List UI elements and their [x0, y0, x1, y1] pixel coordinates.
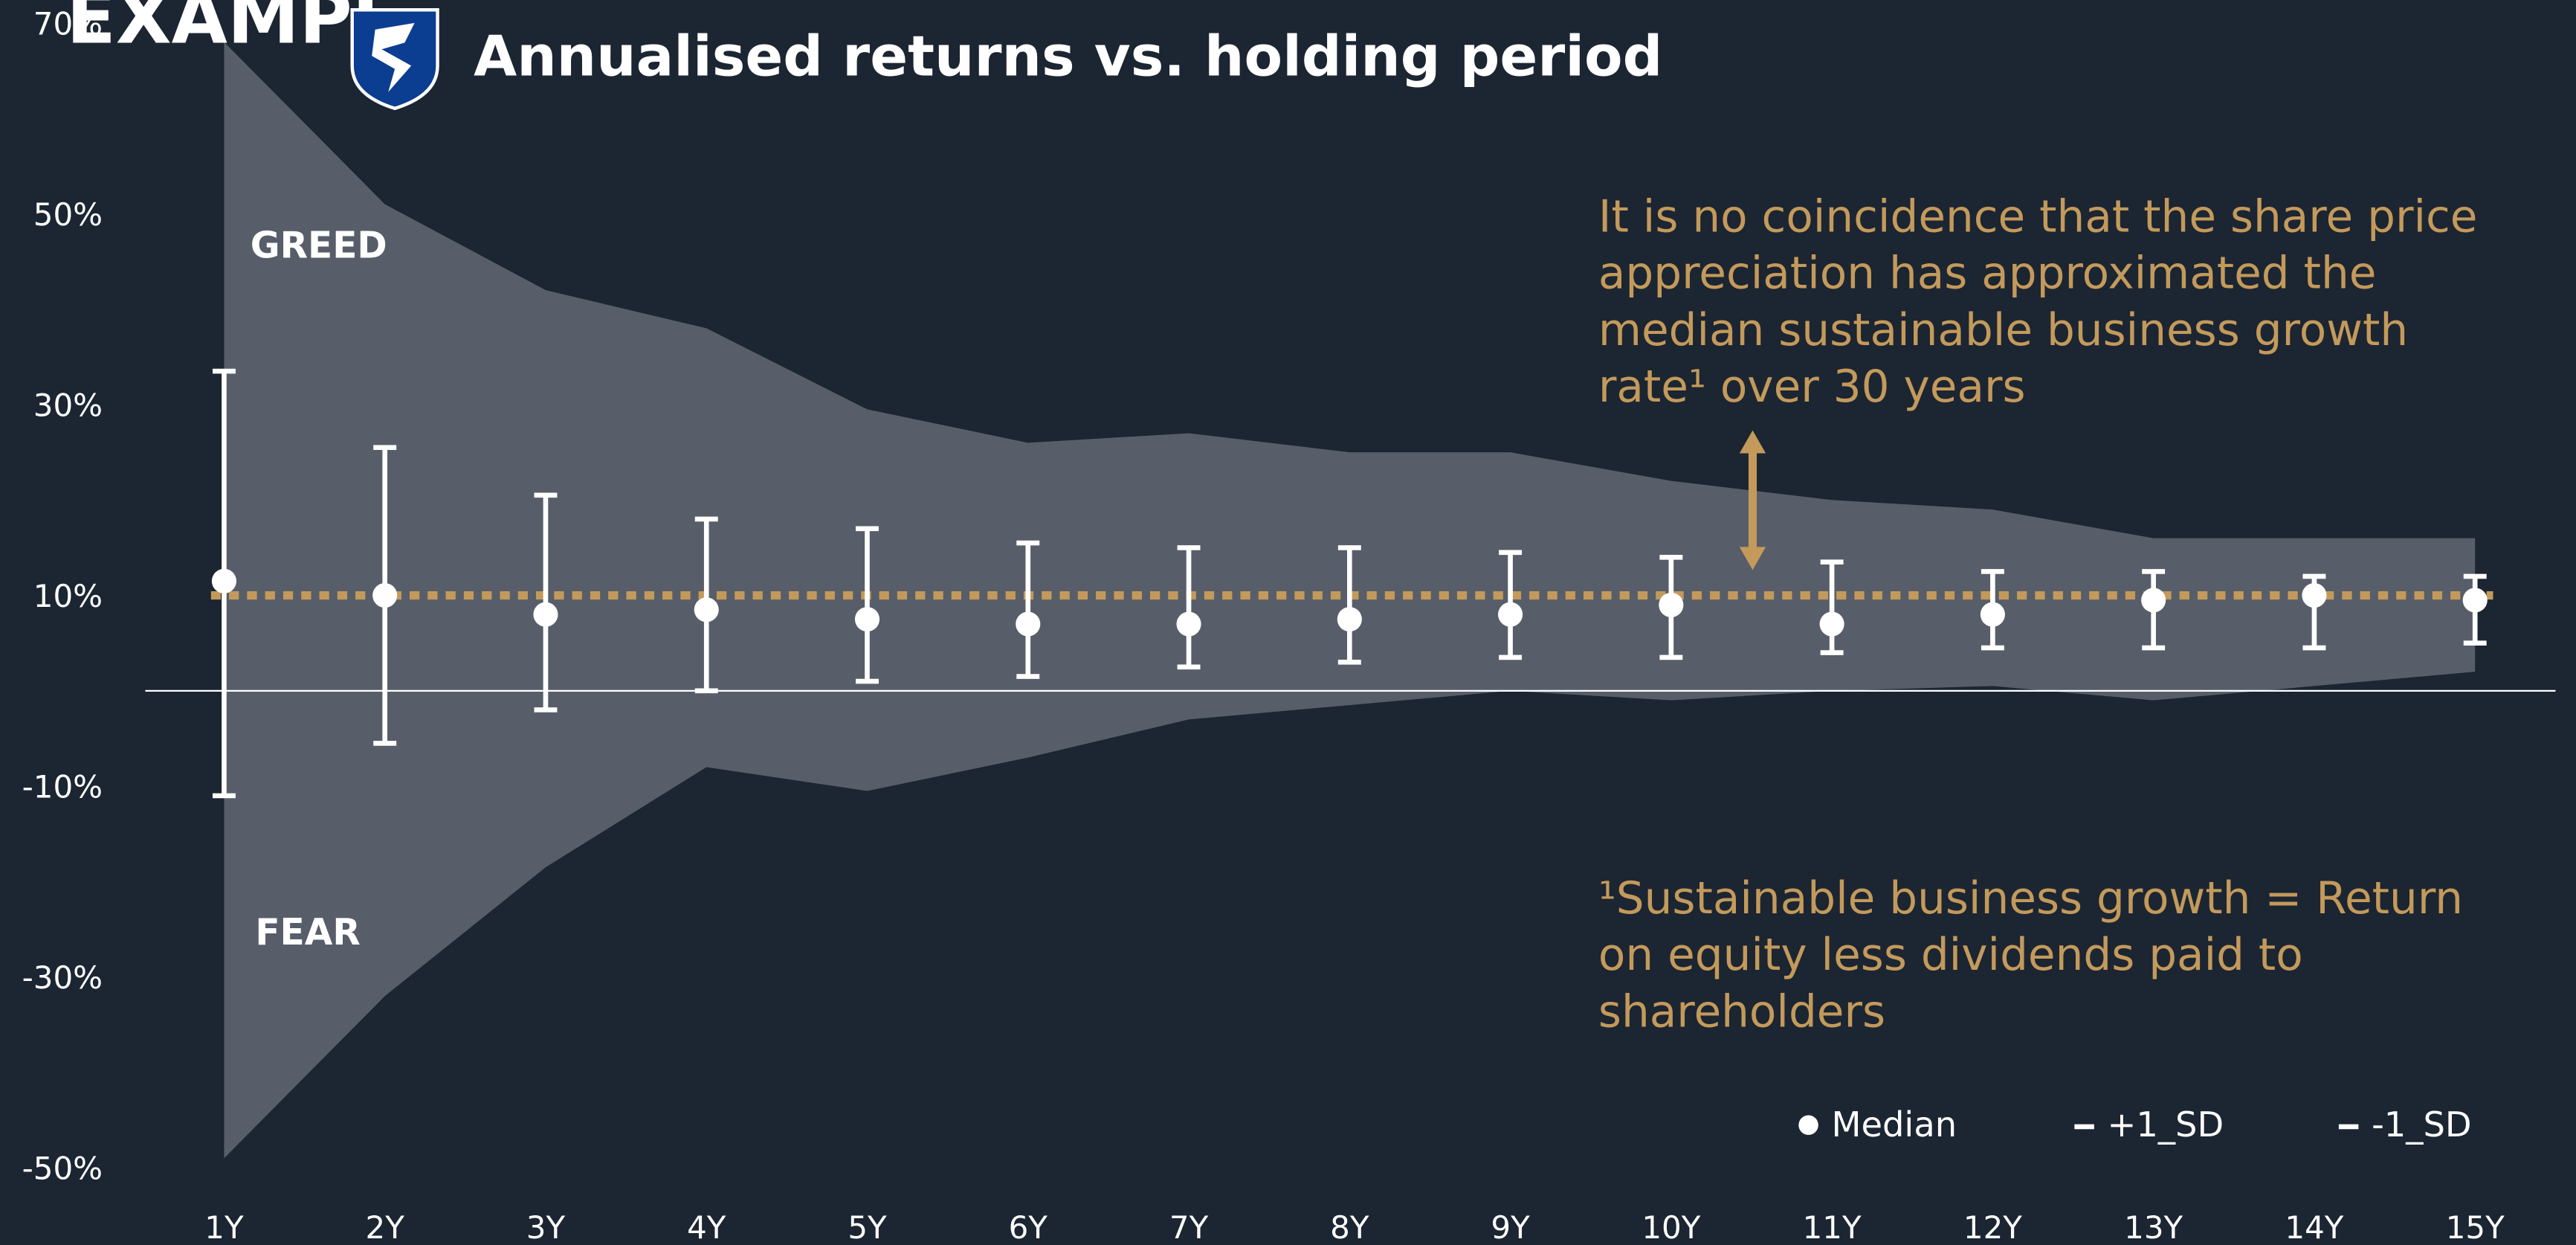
- median-point: [372, 582, 398, 608]
- median-point: [2462, 588, 2488, 613]
- median-point: [1819, 611, 1844, 637]
- legend-label: -1_SD: [2372, 1104, 2472, 1145]
- x-tick-label: 3Y: [526, 1209, 566, 1245]
- median-point: [854, 607, 880, 632]
- x-tick-label: 12Y: [1963, 1209, 2022, 1245]
- note-line: median sustainable business growth: [1598, 305, 2408, 356]
- median-point: [1659, 592, 1684, 617]
- logo-mark: [372, 22, 415, 92]
- x-tick-label: 9Y: [1491, 1209, 1530, 1245]
- logo: [350, 8, 439, 111]
- x-tick-label: 4Y: [687, 1209, 726, 1245]
- x-tick-label: 7Y: [1169, 1209, 1209, 1245]
- footnote-line: shareholders: [1598, 986, 1885, 1038]
- median-point: [1980, 602, 2005, 627]
- y-tick-label: 70%: [33, 5, 103, 42]
- x-tick-label: 10Y: [1642, 1209, 1700, 1245]
- note-line: appreciation has approximated the: [1598, 248, 2377, 300]
- median-point: [1016, 611, 1041, 637]
- footnote-line: ¹Sustainable business growth = Return: [1598, 873, 2463, 924]
- x-tick-label: 2Y: [366, 1209, 405, 1245]
- median-point: [1337, 607, 1362, 632]
- chart-title: Annualised returns vs. holding period: [474, 24, 1662, 89]
- y-tick-label: 10%: [33, 578, 103, 614]
- median-point: [211, 568, 236, 593]
- x-tick-label: 14Y: [2285, 1209, 2343, 1245]
- median-point: [2302, 582, 2327, 608]
- greed-label: GREED: [251, 225, 387, 267]
- median-point: [533, 602, 558, 627]
- fear-label: FEAR: [255, 912, 360, 953]
- x-tick-label: 6Y: [1009, 1209, 1048, 1245]
- y-tick-label: -30%: [22, 959, 103, 996]
- y-tick-label: 30%: [33, 387, 103, 423]
- y-tick-label: -10%: [22, 769, 103, 805]
- x-tick-label: 8Y: [1330, 1209, 1369, 1245]
- x-tick-label: 11Y: [1803, 1209, 1862, 1245]
- arrow: [1739, 430, 1766, 570]
- median-point: [1498, 602, 1523, 627]
- y-tick-label: -50%: [22, 1151, 103, 1187]
- y-tick-label: 50%: [33, 196, 103, 233]
- x-tick-label: 15Y: [2446, 1209, 2505, 1245]
- legend-marker: [1798, 1115, 1818, 1136]
- footnote-line: on equity less dividends paid to: [1598, 930, 2303, 981]
- note-line: rate¹ over 30 years: [1598, 361, 2026, 413]
- median-point: [694, 597, 719, 622]
- x-tick-label: 5Y: [848, 1209, 887, 1245]
- note-line: It is no coincidence that the share pric…: [1598, 191, 2478, 242]
- median-point: [1176, 611, 1201, 637]
- x-tick-label: 1Y: [204, 1209, 244, 1245]
- x-tick-label: 13Y: [2124, 1209, 2183, 1245]
- legend-label: Median: [1831, 1104, 1957, 1145]
- legend-label: +1_SD: [2108, 1104, 2224, 1145]
- watermark: EXAMPL: [66, 0, 398, 59]
- median-point: [2141, 588, 2166, 613]
